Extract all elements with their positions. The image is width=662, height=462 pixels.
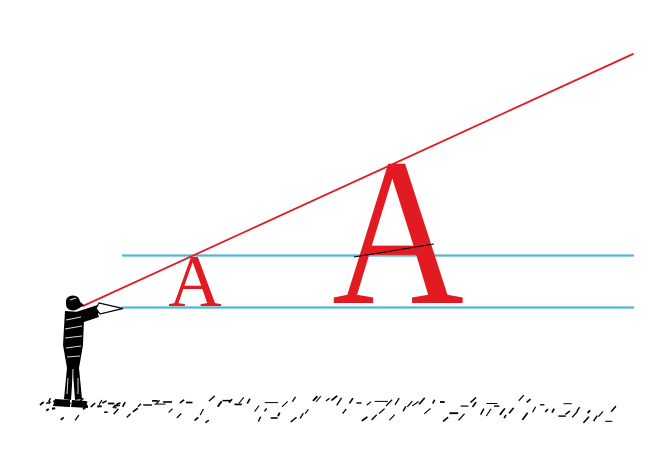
ground-mark bbox=[485, 408, 492, 417]
ground-mark bbox=[290, 416, 297, 423]
ground-mark bbox=[586, 409, 591, 414]
ground-mark bbox=[77, 397, 84, 404]
ground-mark bbox=[132, 407, 139, 413]
ground-mark bbox=[385, 399, 393, 407]
ground-mark bbox=[76, 401, 83, 406]
ground-mark bbox=[116, 402, 121, 405]
ground-mark bbox=[126, 413, 131, 418]
ground-mark bbox=[479, 408, 485, 416]
ground-mark bbox=[98, 399, 103, 406]
ground-mark bbox=[257, 416, 262, 422]
ground-mark bbox=[90, 402, 96, 408]
ground-mark bbox=[216, 400, 223, 408]
ground-mark bbox=[521, 412, 529, 421]
ground-mark bbox=[342, 408, 347, 414]
ground-mark bbox=[74, 414, 80, 421]
ground-mark bbox=[388, 414, 396, 421]
ground-mark bbox=[155, 399, 161, 405]
ground-mark bbox=[39, 401, 45, 406]
ground-mark bbox=[348, 397, 354, 404]
ground-mark bbox=[336, 397, 343, 406]
ground-mark bbox=[423, 407, 431, 415]
ground-mark bbox=[176, 413, 182, 419]
ground-mark bbox=[299, 412, 304, 419]
ground-mark bbox=[378, 408, 385, 415]
ground-mark bbox=[194, 416, 199, 422]
ground-mark bbox=[564, 410, 571, 416]
ground-mark bbox=[402, 406, 407, 412]
observer-torso bbox=[63, 311, 84, 368]
ground-mark bbox=[63, 402, 70, 408]
ground-mark bbox=[371, 414, 378, 421]
ground-mark bbox=[406, 400, 413, 408]
ground-mark bbox=[431, 399, 436, 404]
ground-mark bbox=[238, 396, 245, 404]
ground-mark bbox=[597, 411, 604, 418]
far-letter: A bbox=[332, 115, 464, 349]
ground-mark bbox=[518, 394, 525, 402]
ground-mark bbox=[411, 401, 419, 407]
sight-line bbox=[82, 53, 634, 307]
ground-mark bbox=[179, 399, 185, 404]
ground-mark bbox=[228, 398, 233, 404]
ground-mark bbox=[571, 410, 579, 418]
ground-mark bbox=[204, 419, 210, 424]
ground-mark bbox=[503, 414, 507, 419]
ground-mark bbox=[361, 416, 368, 422]
ground-mark bbox=[246, 398, 251, 404]
ground-mark bbox=[592, 415, 598, 422]
ground-mark bbox=[582, 416, 590, 424]
ground-mark bbox=[508, 407, 515, 414]
observer-head bbox=[65, 295, 80, 311]
ground-mark bbox=[304, 408, 309, 415]
ground-mark bbox=[47, 400, 52, 405]
ground-mark bbox=[291, 396, 297, 403]
ground-mark bbox=[60, 416, 65, 421]
ground-mark bbox=[57, 401, 63, 405]
ground-mark bbox=[330, 395, 338, 402]
ground-mark bbox=[551, 408, 555, 414]
ground-mark bbox=[137, 403, 142, 408]
ground-mark bbox=[394, 397, 400, 406]
ground-mark bbox=[418, 397, 426, 405]
ground-mark bbox=[544, 408, 549, 413]
ground-mark bbox=[208, 395, 216, 402]
ground-mark bbox=[78, 404, 82, 408]
ground-texture bbox=[39, 394, 617, 424]
ground-mark bbox=[47, 397, 52, 403]
observer-figure bbox=[53, 295, 124, 408]
ground-mark bbox=[263, 407, 268, 412]
secondary-sight-line bbox=[353, 243, 435, 258]
ground-mark bbox=[458, 413, 465, 421]
ground-mark bbox=[532, 406, 537, 413]
ground-mark bbox=[499, 407, 506, 416]
ground-mark bbox=[45, 408, 50, 412]
ground-mark bbox=[471, 401, 477, 408]
ground-mark bbox=[113, 408, 119, 415]
ground-mark bbox=[526, 398, 532, 404]
ground-mark bbox=[277, 412, 281, 417]
ground-mark bbox=[84, 405, 89, 408]
ground-mark bbox=[469, 396, 477, 404]
pointer-object bbox=[95, 302, 124, 315]
ground-mark bbox=[45, 402, 49, 405]
ground-mark bbox=[254, 405, 260, 412]
ground-mark bbox=[312, 395, 319, 402]
observer-face bbox=[78, 300, 84, 309]
engraving-texture bbox=[64, 297, 83, 399]
ground-mark bbox=[610, 405, 617, 413]
near-letter: A bbox=[168, 241, 221, 323]
ground-mark bbox=[199, 408, 204, 416]
ground-mark bbox=[281, 401, 289, 408]
ground-mark bbox=[121, 401, 126, 408]
ground-mark bbox=[315, 395, 322, 403]
ground-mark bbox=[576, 406, 581, 412]
ground-mark bbox=[442, 416, 449, 423]
ground-mark bbox=[101, 400, 108, 404]
ground-mark bbox=[168, 408, 173, 413]
ground-mark bbox=[366, 401, 372, 406]
ground-mark bbox=[325, 397, 330, 402]
